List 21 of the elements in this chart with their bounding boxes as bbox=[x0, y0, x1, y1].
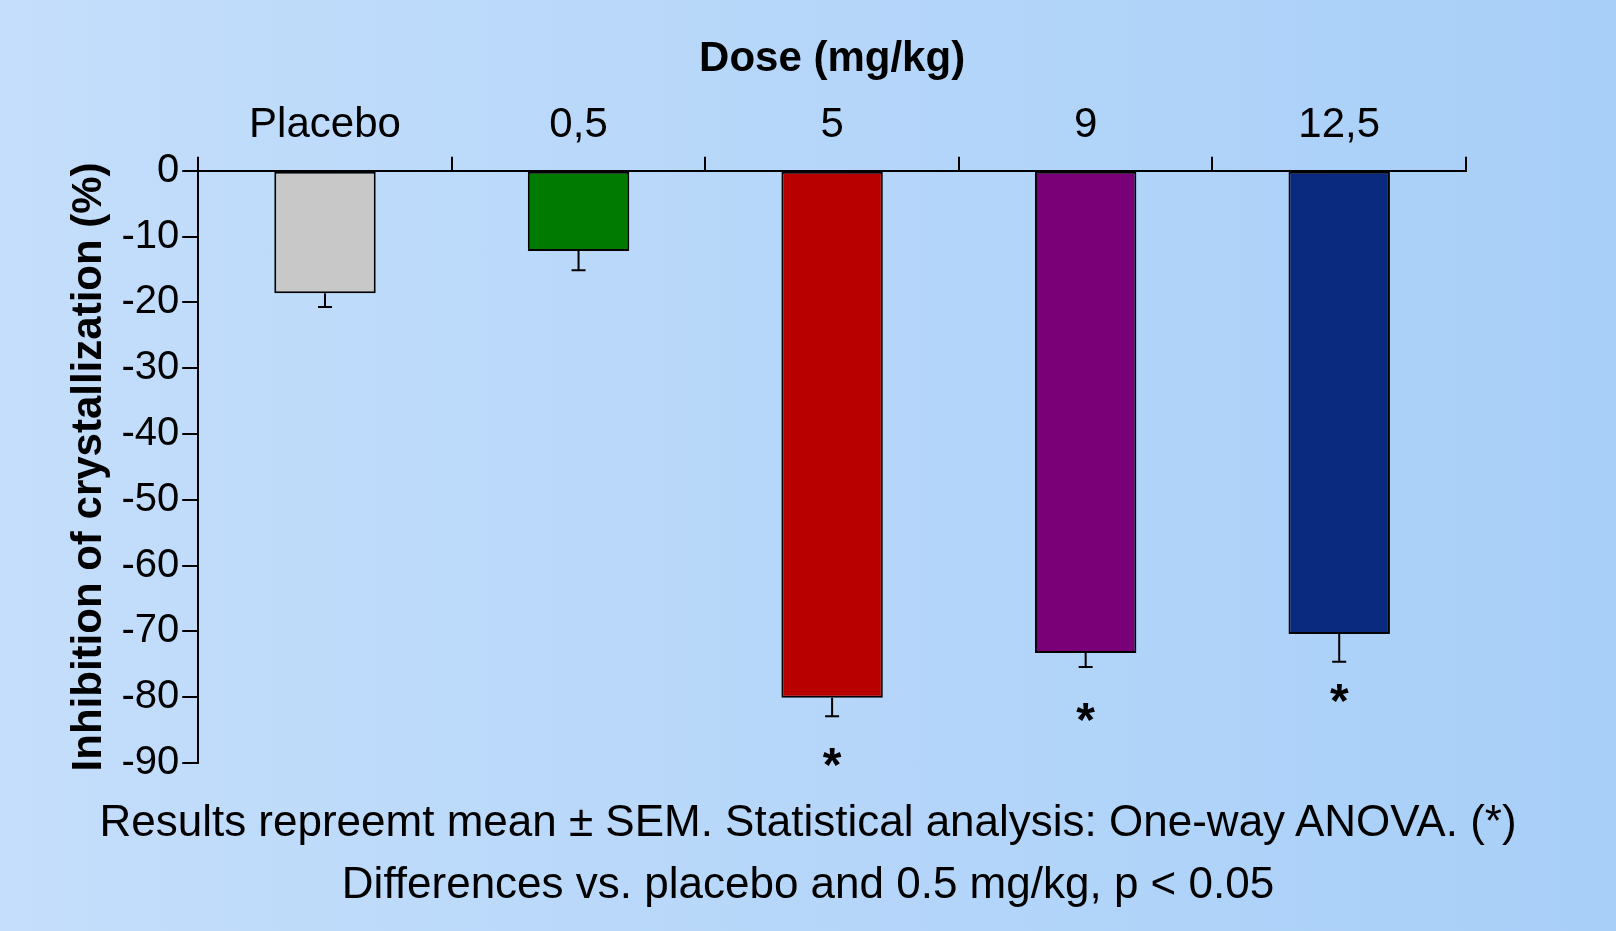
x-tick-label: 12,5 bbox=[1298, 99, 1381, 147]
x-axis-title: Dose (mg/kg) bbox=[699, 32, 966, 80]
x-tick-label: Placebo bbox=[249, 99, 401, 147]
y-tick-label: -70 bbox=[121, 606, 180, 651]
x-tick-label: 9 bbox=[1073, 99, 1098, 147]
y-tick-label: -10 bbox=[121, 211, 180, 256]
annotation: * bbox=[1329, 674, 1349, 728]
y-tick-label: -40 bbox=[121, 409, 180, 454]
x-tick-label: 5 bbox=[820, 99, 844, 147]
text: Results repreemt mean ± SEM. Statistical analysis: One-way ANOVA. (*) Differences vs. placebo and 0.5 mg/kg, p < 0.05 bbox=[98, 795, 1518, 909]
y-tick-label: -90 bbox=[121, 738, 180, 783]
y-tick-label: -80 bbox=[121, 672, 180, 717]
y-tick-label: 0 bbox=[156, 145, 180, 190]
annotation: * bbox=[822, 738, 842, 792]
y-axis-title: Inhibition of crystallization (%) bbox=[62, 162, 110, 772]
x-tick-label: 0,5 bbox=[549, 99, 608, 147]
y-tick-label: -20 bbox=[121, 277, 180, 322]
y-tick-label: -50 bbox=[121, 474, 180, 519]
y-tick-label: -60 bbox=[121, 540, 180, 585]
annotation: * bbox=[1076, 693, 1096, 747]
y-tick-label: -30 bbox=[121, 343, 180, 388]
